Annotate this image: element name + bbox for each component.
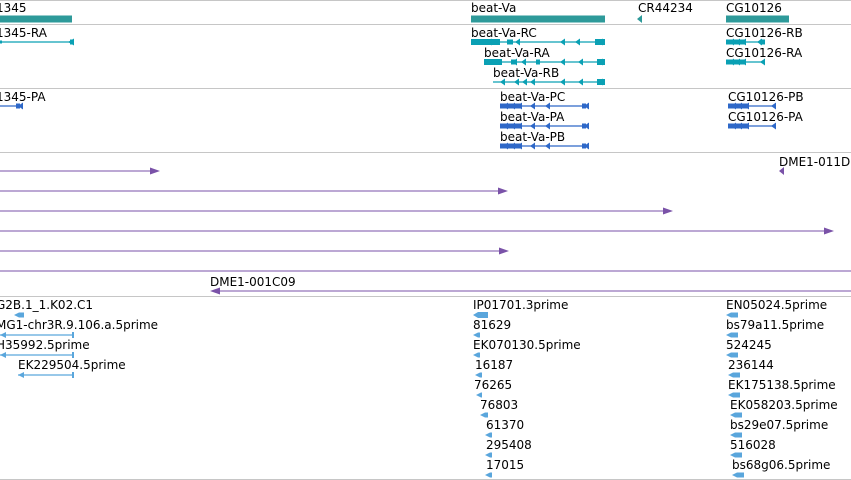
feature-label: 16187 [475,358,514,372]
feature-label: EK175138.5prime [728,378,836,392]
feature-label: beat-Va-PB [500,130,566,144]
feature-label: 1345-PA [0,90,46,104]
feature-label: DME1-011D [779,155,851,169]
track-divider [0,0,851,1]
feature-glyph[interactable] [8,365,86,385]
feature-label: MG1-chr3R.9.106.a.5prime [0,318,159,332]
feature-glyph[interactable] [0,241,521,261]
feature-glyph[interactable] [490,116,598,136]
feature-glyph[interactable] [718,116,787,136]
feature-glyph[interactable] [718,365,752,385]
feature-label: EK070130.5prime [473,338,581,352]
feature-glyph[interactable] [627,9,654,29]
feature-label: 1345-RA [0,26,47,40]
feature-glyph[interactable] [722,465,756,480]
feature-glyph[interactable] [483,72,617,92]
feature-glyph[interactable] [461,32,617,52]
feature-label: 61370 [486,418,525,432]
feature-label: EN05024.5prime [726,298,828,312]
feature-label: 516028 [730,438,776,452]
feature-glyph[interactable] [716,345,750,365]
feature-glyph[interactable] [716,325,750,345]
feature-label: 76265 [474,378,513,392]
feature-label: bs29e07.5prime [730,418,829,432]
feature-glyph[interactable] [769,161,794,181]
feature-label: 81629 [473,318,512,332]
feature-glyph[interactable] [716,9,801,29]
feature-label: DME1-001C09 [210,275,296,289]
feature-label: beat-Va-RA [484,46,550,60]
feature-label: 17015 [486,458,525,472]
feature-glyph[interactable] [0,9,84,29]
feature-glyph[interactable] [475,425,504,445]
feature-glyph[interactable] [0,32,86,52]
feature-label: CG10126 [726,1,782,15]
feature-glyph[interactable] [0,345,86,365]
feature-label: 524245 [726,338,772,352]
feature-glyph[interactable] [720,445,754,465]
feature-label: bs79a11.5prime [726,318,825,332]
feature-glyph[interactable] [463,305,500,325]
feature-label: beat-Va-PA [500,110,565,124]
track-divider [0,24,851,25]
feature-glyph[interactable] [475,465,504,480]
feature-label: EK058203.5prime [730,398,838,412]
feature-glyph[interactable] [720,425,754,445]
feature-glyph[interactable] [475,445,504,465]
feature-label: CG10126-PA [728,110,803,124]
feature-glyph[interactable] [490,96,598,116]
feature-label: CG10126-PB [728,90,804,104]
feature-glyph[interactable] [0,161,172,181]
feature-label: CR44234 [638,1,693,15]
feature-glyph[interactable] [716,32,777,52]
feature-glyph[interactable] [718,96,787,116]
feature-glyph[interactable] [720,405,754,425]
track-divider [0,152,851,153]
feature-label: EK229504.5prime [18,358,126,372]
feature-glyph[interactable] [0,305,36,325]
feature-label: beat-Va-RC [471,26,537,40]
feature-label: CG10126-RA [726,46,803,60]
feature-label: beat-Va [471,1,517,15]
track-divider [0,88,851,89]
feature-glyph[interactable] [0,261,851,281]
feature-glyph[interactable] [463,325,492,345]
feature-glyph[interactable] [470,405,500,425]
feature-label: 295408 [486,438,532,452]
feature-label: beat-Va-PC [500,90,566,104]
feature-label: 76803 [480,398,519,412]
feature-glyph[interactable] [718,385,752,405]
track-divider [0,296,851,297]
feature-glyph[interactable] [464,385,494,405]
feature-label: CG10126-RB [726,26,803,40]
feature-label: bs68g06.5prime [732,458,831,472]
feature-glyph[interactable] [716,52,776,72]
feature-glyph[interactable] [716,305,750,325]
feature-glyph[interactable] [465,365,494,385]
feature-glyph[interactable] [474,52,617,72]
feature-glyph[interactable] [200,281,851,301]
feature-glyph[interactable] [0,221,846,241]
feature-label: beat-Va-RB [493,66,560,80]
feature-label: 236144 [728,358,774,372]
feature-label: IP01701.3prime [473,298,569,312]
feature-label: 1345 [0,1,27,15]
feature-glyph[interactable] [0,181,520,201]
feature-glyph[interactable] [0,96,32,116]
feature-glyph[interactable] [0,201,685,221]
feature-label: G2B.1_1.K02.C1 [0,298,94,312]
feature-glyph[interactable] [461,9,617,29]
feature-glyph[interactable] [490,136,598,156]
feature-label: H35992.5prime [0,338,90,352]
feature-glyph[interactable] [463,345,492,365]
feature-glyph[interactable] [0,325,86,345]
